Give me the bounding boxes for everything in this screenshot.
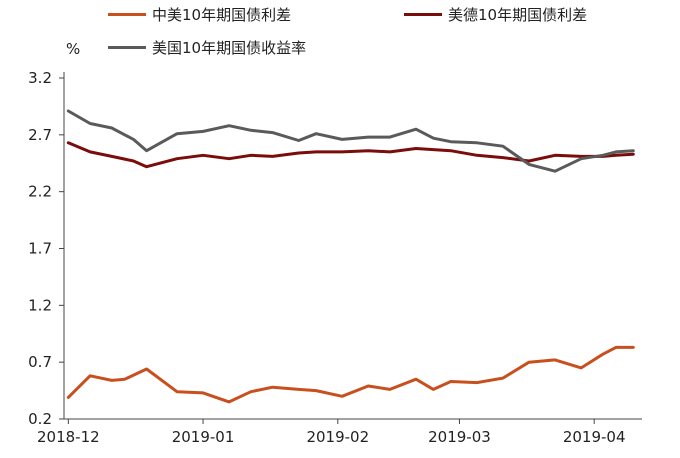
legend-item-us-10y-yield: 美国10年期国债收益率 — [108, 37, 306, 58]
x-tick-label: 2019-02 — [306, 428, 369, 446]
x-tick-label: 2019-03 — [428, 428, 491, 446]
y-tick-label: 0.2 — [28, 410, 52, 428]
legend-label-cn-us-spread: 中美10年期国债利差 — [152, 6, 292, 24]
chart-axes — [63, 72, 642, 420]
legend-item-cn-us-spread: 中美10年期国债利差 — [108, 4, 291, 25]
y-axis-ticks: 0.2 0.7 1.2 1.7 2.2 2.7 3.2 — [28, 69, 64, 428]
series-line-us-10y-yield — [66, 109, 635, 173]
legend-label-us-10y-yield: 美国10年期国债收益率 — [152, 39, 307, 57]
y-tick-label: 3.2 — [28, 69, 52, 87]
y-tick-label: 2.7 — [28, 126, 52, 144]
series-line-cn-us-spread — [66, 345, 635, 404]
x-tick-label: 2019-01 — [172, 428, 235, 446]
legend-swatch-us-10y-yield — [108, 46, 146, 49]
y-tick-label: 1.2 — [28, 296, 52, 314]
x-axis-ticks: 2018-12 2019-01 2019-02 2019-03 2019-04 — [37, 419, 626, 446]
y-tick-label: 1.7 — [28, 240, 52, 258]
legend-item-us-de-spread: 美德10年期国债利差 — [404, 4, 587, 25]
x-tick-label: 2018-12 — [37, 428, 100, 446]
legend-swatch-cn-us-spread — [108, 13, 146, 16]
y-tick-label: 2.2 — [28, 183, 52, 201]
y-axis-label: % — [66, 40, 80, 58]
legend-label-us-de-spread: 美德10年期国债利差 — [448, 6, 588, 24]
chart-series — [66, 109, 635, 404]
series-line-us-de-spread — [66, 141, 635, 169]
legend-swatch-us-de-spread — [404, 13, 442, 16]
x-tick-label: 2019-04 — [563, 428, 626, 446]
y-tick-label: 0.7 — [28, 353, 52, 371]
